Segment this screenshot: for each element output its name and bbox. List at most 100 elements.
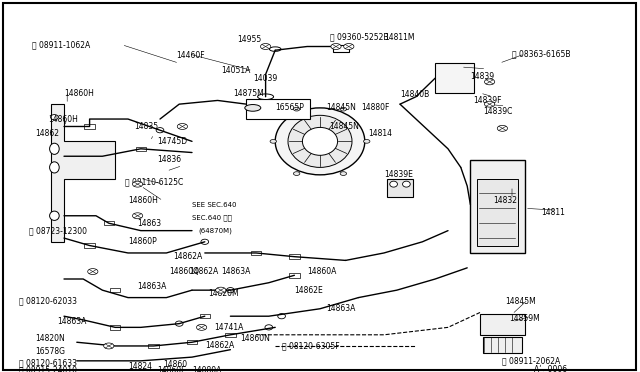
Ellipse shape xyxy=(340,172,347,176)
Ellipse shape xyxy=(288,115,352,167)
Text: 14860P: 14860P xyxy=(128,237,157,246)
Text: 14860H: 14860H xyxy=(48,115,78,124)
Ellipse shape xyxy=(390,181,397,187)
Text: 14863A: 14863A xyxy=(138,282,167,291)
Circle shape xyxy=(132,213,143,219)
Text: Ⓑ 08120-6305F: Ⓑ 08120-6305F xyxy=(282,341,339,350)
Circle shape xyxy=(331,44,341,49)
Ellipse shape xyxy=(50,162,60,173)
Bar xyxy=(110,288,120,292)
Ellipse shape xyxy=(245,105,261,111)
Circle shape xyxy=(344,44,354,49)
Ellipse shape xyxy=(156,128,164,133)
Text: 14863: 14863 xyxy=(138,219,162,228)
Circle shape xyxy=(88,269,98,275)
Text: 14820N: 14820N xyxy=(35,334,65,343)
Ellipse shape xyxy=(51,115,58,120)
Bar xyxy=(136,147,146,151)
Text: 14862A: 14862A xyxy=(173,252,202,261)
Text: Ⓑ 08110-6125C: Ⓑ 08110-6125C xyxy=(125,178,183,187)
Circle shape xyxy=(177,124,188,129)
Text: 14811: 14811 xyxy=(541,208,564,217)
Bar xyxy=(104,221,114,225)
Text: 14845M: 14845M xyxy=(506,297,536,306)
Text: 14839F: 14839F xyxy=(474,96,502,105)
Text: 14814: 14814 xyxy=(368,129,392,138)
Bar xyxy=(477,179,518,246)
Text: 14862: 14862 xyxy=(35,129,60,138)
Text: 14863A: 14863A xyxy=(221,267,250,276)
Text: Ⓝ 08911-1062A: Ⓝ 08911-1062A xyxy=(32,40,90,49)
Ellipse shape xyxy=(227,288,234,293)
Text: 14860A: 14860A xyxy=(307,267,337,276)
Bar xyxy=(387,179,413,197)
Circle shape xyxy=(484,79,495,85)
Text: 14955: 14955 xyxy=(237,35,261,44)
Text: 14860N: 14860N xyxy=(240,334,270,343)
Text: Ⓢ 09360-5252B: Ⓢ 09360-5252B xyxy=(330,33,388,42)
Text: 14860Q: 14860Q xyxy=(170,267,200,276)
Ellipse shape xyxy=(265,325,273,330)
Text: Ⓑ 08120-61633: Ⓑ 08120-61633 xyxy=(19,358,77,367)
Text: 14832: 14832 xyxy=(493,196,517,205)
Text: 14811M: 14811M xyxy=(384,33,415,42)
Text: Ⓒ 08723-12300: Ⓒ 08723-12300 xyxy=(29,226,87,235)
Bar xyxy=(246,99,310,119)
Text: 16578G: 16578G xyxy=(35,347,65,356)
Text: Ⓟ 08915-24010: Ⓟ 08915-24010 xyxy=(19,366,77,372)
Ellipse shape xyxy=(269,47,281,51)
Text: 14839: 14839 xyxy=(470,72,495,81)
Bar xyxy=(480,314,525,335)
Text: 14460F: 14460F xyxy=(176,51,205,60)
Text: 14839E: 14839E xyxy=(384,170,413,179)
Circle shape xyxy=(497,125,508,131)
Text: 16565P: 16565P xyxy=(275,103,304,112)
Ellipse shape xyxy=(50,143,60,154)
Bar xyxy=(200,314,210,318)
Text: 14863A: 14863A xyxy=(58,317,87,326)
Text: 14875M: 14875M xyxy=(234,89,264,97)
Ellipse shape xyxy=(270,140,276,143)
Ellipse shape xyxy=(201,239,209,244)
Ellipse shape xyxy=(175,321,183,326)
Text: 14836: 14836 xyxy=(157,155,181,164)
Text: 14859M: 14859M xyxy=(509,314,540,323)
Text: (64870M): (64870M) xyxy=(198,227,232,234)
Text: 14860H: 14860H xyxy=(128,196,158,205)
Text: 14820M: 14820M xyxy=(208,289,239,298)
Bar xyxy=(435,63,474,93)
Text: 14051A: 14051A xyxy=(221,66,250,75)
Bar xyxy=(289,273,300,278)
Bar xyxy=(251,251,261,255)
Bar xyxy=(225,333,236,337)
Text: 14839C: 14839C xyxy=(483,107,513,116)
Ellipse shape xyxy=(278,314,285,319)
Text: Ⓝ 08911-2062A: Ⓝ 08911-2062A xyxy=(502,356,561,365)
Bar xyxy=(333,45,349,52)
Bar xyxy=(84,124,95,129)
Ellipse shape xyxy=(293,107,300,111)
Text: 14860: 14860 xyxy=(163,360,188,369)
Ellipse shape xyxy=(364,140,370,143)
Text: 14860E: 14860E xyxy=(157,366,186,372)
Text: 14862E: 14862E xyxy=(294,286,323,295)
Text: 14039: 14039 xyxy=(253,74,277,83)
Text: 14824: 14824 xyxy=(128,362,152,371)
Text: 14741A: 14741A xyxy=(214,323,244,332)
Polygon shape xyxy=(51,104,115,242)
Text: Aʹ¸ 0006: Aʹ¸ 0006 xyxy=(534,364,568,372)
Bar xyxy=(187,340,197,344)
Circle shape xyxy=(196,324,207,330)
Text: SEE SEC.640: SEE SEC.640 xyxy=(192,202,237,208)
Text: 14835: 14835 xyxy=(134,122,159,131)
Text: Ⓑ 08363-6165B: Ⓑ 08363-6165B xyxy=(512,49,570,58)
Circle shape xyxy=(484,101,495,107)
Text: 14862A: 14862A xyxy=(205,341,234,350)
Circle shape xyxy=(260,44,271,49)
Text: Ⓑ 08120-62033: Ⓑ 08120-62033 xyxy=(19,297,77,306)
Text: 14840B: 14840B xyxy=(400,90,429,99)
Bar xyxy=(289,254,300,259)
Ellipse shape xyxy=(275,108,365,175)
Ellipse shape xyxy=(257,94,274,100)
Text: 14862A: 14862A xyxy=(189,267,218,276)
